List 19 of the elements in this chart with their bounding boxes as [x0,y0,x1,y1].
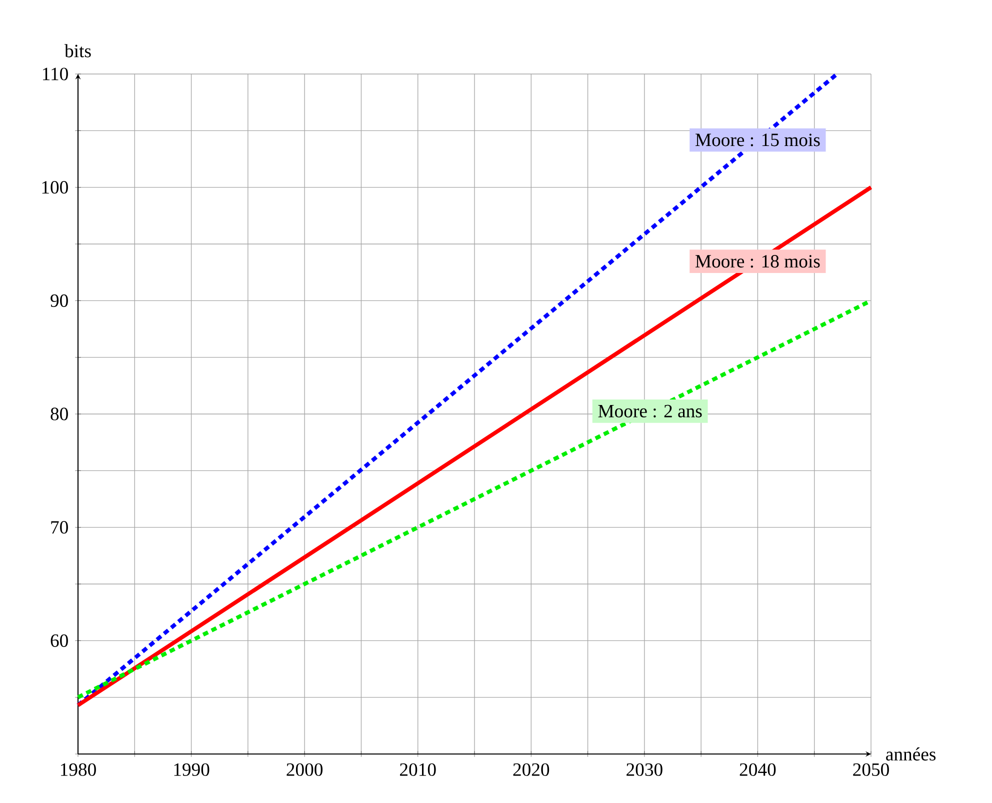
x-tick-label: 2040 [740,763,776,776]
y-tick-label: 70 [51,521,68,534]
series-label: Moore : 18 mois [695,255,820,268]
y-tick-label: 90 [50,294,68,308]
y-tick-label: 110 [43,68,68,80]
x-tick-label: 2000 [286,763,323,776]
series-label: Moore : 15 mois [696,134,820,146]
x-tick-label: 2010 [400,763,436,776]
y-tick-label: 60 [50,634,68,648]
y-tick-label: 80 [50,408,68,420]
x-tick-label: 2030 [626,763,662,776]
x-axis-title: années [886,748,936,761]
y-tick-label: 100 [42,181,68,194]
x-tick-label: 1980 [60,763,96,776]
x-tick-label: 1990 [174,763,210,776]
x-tick-label: 2020 [513,763,550,776]
x-tick-label: 2050 [853,763,889,776]
series-label: Moore : 2 ans [598,405,702,418]
y-axis-title: bits [64,44,91,58]
